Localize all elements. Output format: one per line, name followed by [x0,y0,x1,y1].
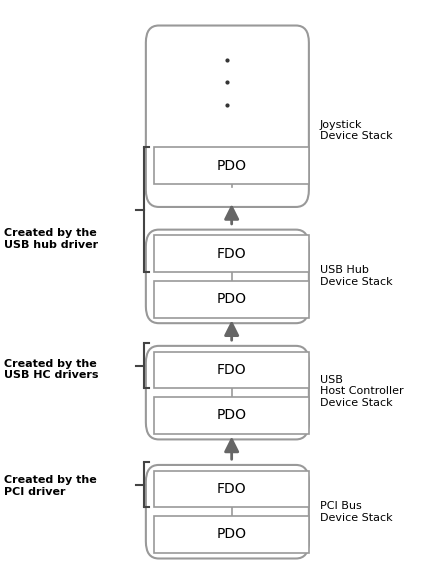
Text: PDO: PDO [217,292,247,306]
Text: Joystick
Device Stack: Joystick Device Stack [320,120,392,141]
FancyBboxPatch shape [146,26,309,207]
FancyBboxPatch shape [154,352,309,388]
FancyBboxPatch shape [154,235,309,272]
FancyBboxPatch shape [154,281,309,318]
FancyBboxPatch shape [154,471,309,507]
Text: PDO: PDO [217,527,247,541]
Text: PDO: PDO [217,159,247,173]
Text: FDO: FDO [217,363,247,377]
FancyBboxPatch shape [146,346,309,439]
Text: PDO: PDO [217,408,247,422]
FancyBboxPatch shape [146,230,309,323]
FancyBboxPatch shape [154,147,309,184]
Text: USB Hub
Device Stack: USB Hub Device Stack [320,265,392,287]
Text: FDO: FDO [217,247,247,261]
Text: Created by the
PCI driver: Created by the PCI driver [4,475,97,497]
Text: FDO: FDO [217,482,247,496]
FancyBboxPatch shape [146,465,309,558]
Text: USB
Host Controller
Device Stack: USB Host Controller Device Stack [320,375,403,408]
FancyBboxPatch shape [154,516,309,553]
Text: Created by the
USB HC drivers: Created by the USB HC drivers [4,359,99,380]
Text: Created by the
USB hub driver: Created by the USB hub driver [4,229,98,250]
FancyBboxPatch shape [154,397,309,434]
Text: PCI Bus
Device Stack: PCI Bus Device Stack [320,501,392,523]
